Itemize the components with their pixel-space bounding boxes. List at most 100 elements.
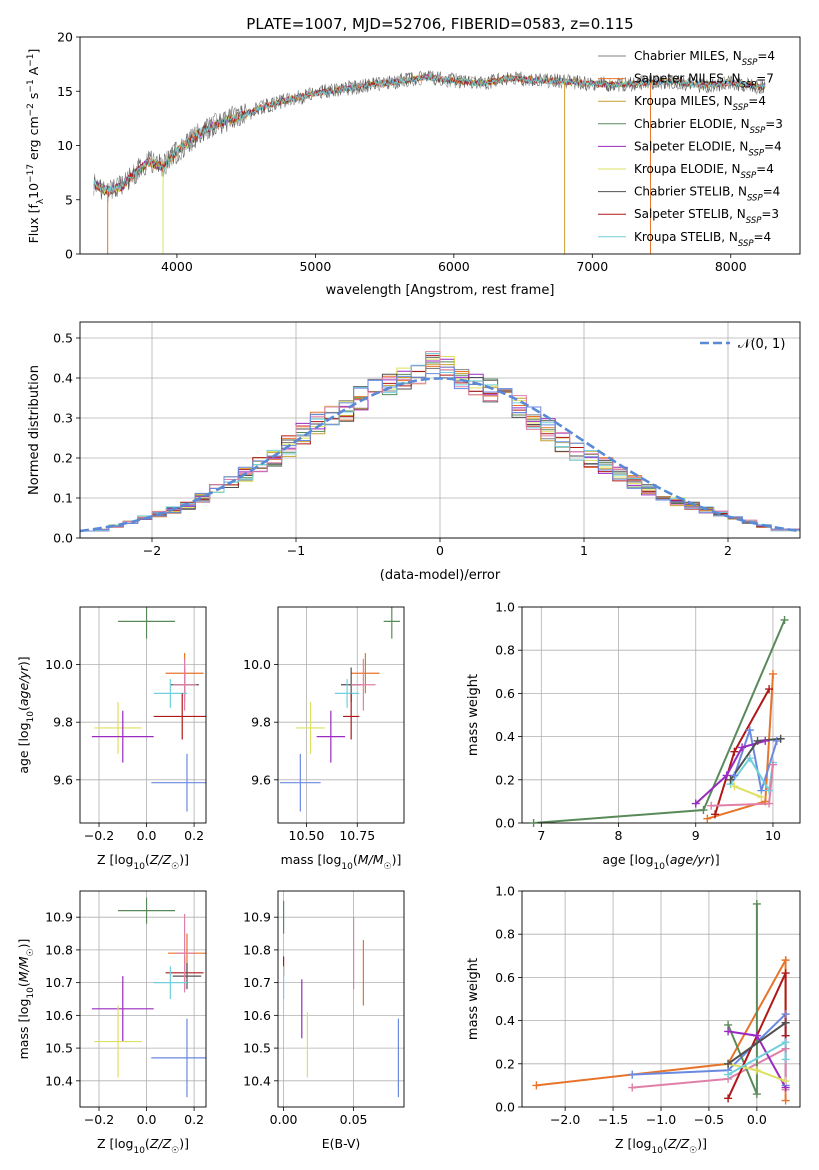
x-axis-label: age [log10(age/yr)] xyxy=(602,852,719,872)
weight-marker xyxy=(745,726,754,735)
legend-label: Chabrier ELODIE, NSSP=3 xyxy=(634,117,783,136)
legend-label: Salpeter MILES, NSSP=7 xyxy=(634,72,774,91)
y-tick-label: 10 xyxy=(57,138,73,153)
y-tick-label: 5 xyxy=(65,192,73,207)
y-tick-label: 10.6 xyxy=(45,1008,73,1023)
weight-marker xyxy=(765,799,774,808)
y-tick-label: 0.0 xyxy=(53,531,73,546)
weight-marker xyxy=(726,775,735,784)
weight-marker xyxy=(752,1031,761,1040)
y-tick-label: 10.6 xyxy=(243,1008,271,1023)
plot-area xyxy=(280,607,400,812)
y-tick-label: 10.9 xyxy=(45,910,73,925)
weight-marker xyxy=(724,1059,733,1068)
x-tick-label: 8 xyxy=(615,828,623,843)
axes-frame xyxy=(79,606,207,824)
axes-frame xyxy=(277,606,405,824)
legend-label: Kroupa STELIB, NSSP=4 xyxy=(634,230,771,249)
y-tick-label: 0.4 xyxy=(495,1013,515,1028)
weight-marker xyxy=(722,771,731,780)
weight-marker xyxy=(781,1018,790,1027)
weight-marker xyxy=(752,899,761,908)
y-tick-label: 0.3 xyxy=(53,411,73,426)
x-tick-label: −0.2 xyxy=(84,1112,114,1127)
weight-marker xyxy=(752,1090,761,1099)
legend-label: Kroupa MILES, NSSP=4 xyxy=(634,94,766,113)
weight-marker xyxy=(738,743,747,752)
weight-marker xyxy=(730,747,739,756)
panel-mass-vs-ebv: 0.00 0.05 10.4 10.5 10.6 10.7 10.8 10.9 E(B-V) xyxy=(243,890,405,1151)
x-axis-label: mass [log10(M/M☉)] xyxy=(281,852,402,872)
panel-weight-vs-Z: −2.0 −1.5 −1.0 −0.5 0.0 0.0 0.2 0.4 0.6 0.8 1.0 Z [… xyxy=(466,884,801,1156)
weight-marker xyxy=(781,1010,790,1019)
x-tick-label: 0.0 xyxy=(747,1112,767,1127)
x-tick-label: 0.2 xyxy=(184,1112,204,1127)
weight-marker xyxy=(781,1055,790,1064)
legend-label: Chabrier STELIB, NSSP=4 xyxy=(634,185,780,204)
y-tick-label: 10.0 xyxy=(45,657,73,672)
figure-title: PLATE=1007, MJD=52706, FIBERID=0583, z=0… xyxy=(246,15,633,33)
panel-weight-vs-age: 7 8 9 10 0.0 0.2 0.4 0.6 0.8 1.0 age [log10(age/yr… xyxy=(466,600,801,872)
weight-marker xyxy=(765,685,774,694)
y-tick-label: 0.2 xyxy=(495,1056,515,1071)
weight-marker xyxy=(628,1083,637,1092)
x-axis-label: Z [log10(Z/Z☉)] xyxy=(97,1136,189,1156)
y-tick-label: 15 xyxy=(57,84,73,99)
x-tick-label: 10.75 xyxy=(339,828,375,843)
weight-line-9 xyxy=(727,1021,787,1065)
y-tick-label: 0.0 xyxy=(495,816,515,831)
x-axis-label: Z [log10(Z/Z☉)] xyxy=(97,852,189,872)
weight-marker xyxy=(781,1096,790,1105)
weight-marker xyxy=(780,615,789,624)
y-axis-label: age [log10(age/yr)] xyxy=(16,656,36,773)
legend-label: Salpeter STELIB, NSSP=3 xyxy=(634,207,779,226)
y-tick-label: 0 xyxy=(65,247,73,262)
normal-curve xyxy=(80,377,800,533)
y-tick-label: 9.8 xyxy=(251,715,271,730)
panel-residuals: −2 −1 0 1 2 0.0 0.1 0.2 0.3 0.4 0.5 𝒩(0, 1) (data-mo… xyxy=(27,321,801,583)
plot-area xyxy=(91,897,206,1098)
axes-frame xyxy=(277,890,405,1108)
x-tick-label: −1.5 xyxy=(598,1112,628,1127)
axes-frame xyxy=(521,606,801,824)
x-tick-label: −0.2 xyxy=(84,828,114,843)
x-tick-label: 4000 xyxy=(161,259,193,274)
y-axis-label: Normed distribution xyxy=(27,365,42,495)
y-axis-label: mass weight xyxy=(466,958,481,1040)
panel-age-vs-mass: 10.50 10.75 9.6 9.8 10.0 mass [log10(M/M☉)] xyxy=(243,606,405,872)
y-tick-label: 10.4 xyxy=(243,1073,271,1088)
legend-label: Chabrier MILES, NSSP=4 xyxy=(634,49,775,68)
weight-marker xyxy=(781,956,790,965)
x-tick-label: −1 xyxy=(287,543,305,558)
y-tick-label: 0.4 xyxy=(53,371,73,386)
y-axis-label: mass weight xyxy=(466,674,481,756)
weight-marker xyxy=(753,736,762,745)
x-tick-label: 8000 xyxy=(715,259,747,274)
y-axis-label: mass [log10(M/M☉)] xyxy=(16,939,36,1060)
weight-marker xyxy=(529,819,538,827)
y-tick-label: 20 xyxy=(57,30,73,45)
x-tick-label: 1 xyxy=(580,543,588,558)
weight-marker xyxy=(724,1070,733,1079)
x-tick-label: 9 xyxy=(692,828,700,843)
y-tick-label: 0.4 xyxy=(495,729,515,744)
x-tick-label: 6000 xyxy=(438,259,470,274)
y-tick-label: 0.8 xyxy=(495,643,515,658)
weight-marker xyxy=(724,1027,733,1036)
y-axis-label: Flux [fλ10−17 erg cm−2 s−1 A−1] xyxy=(26,49,46,244)
x-tick-label: −0.5 xyxy=(694,1112,724,1127)
weight-marker xyxy=(781,969,790,978)
y-tick-label: 0.2 xyxy=(53,451,73,466)
legend-label: Salpeter ELODIE, NSSP=4 xyxy=(634,139,782,158)
y-tick-label: 10.4 xyxy=(45,1073,73,1088)
weight-marker xyxy=(752,1066,761,1075)
x-axis-label: Z [log10(Z/Z☉)] xyxy=(615,1136,707,1156)
x-tick-label: 10.50 xyxy=(289,828,325,843)
plot-area xyxy=(91,607,206,812)
weight-marker xyxy=(781,1077,790,1086)
x-tick-label: −2 xyxy=(143,543,161,558)
y-tick-label: 10.8 xyxy=(45,942,73,957)
x-tick-label: 7 xyxy=(537,828,545,843)
legend-label: 𝒩(0, 1) xyxy=(738,337,785,352)
y-tick-label: 9.6 xyxy=(53,772,73,787)
